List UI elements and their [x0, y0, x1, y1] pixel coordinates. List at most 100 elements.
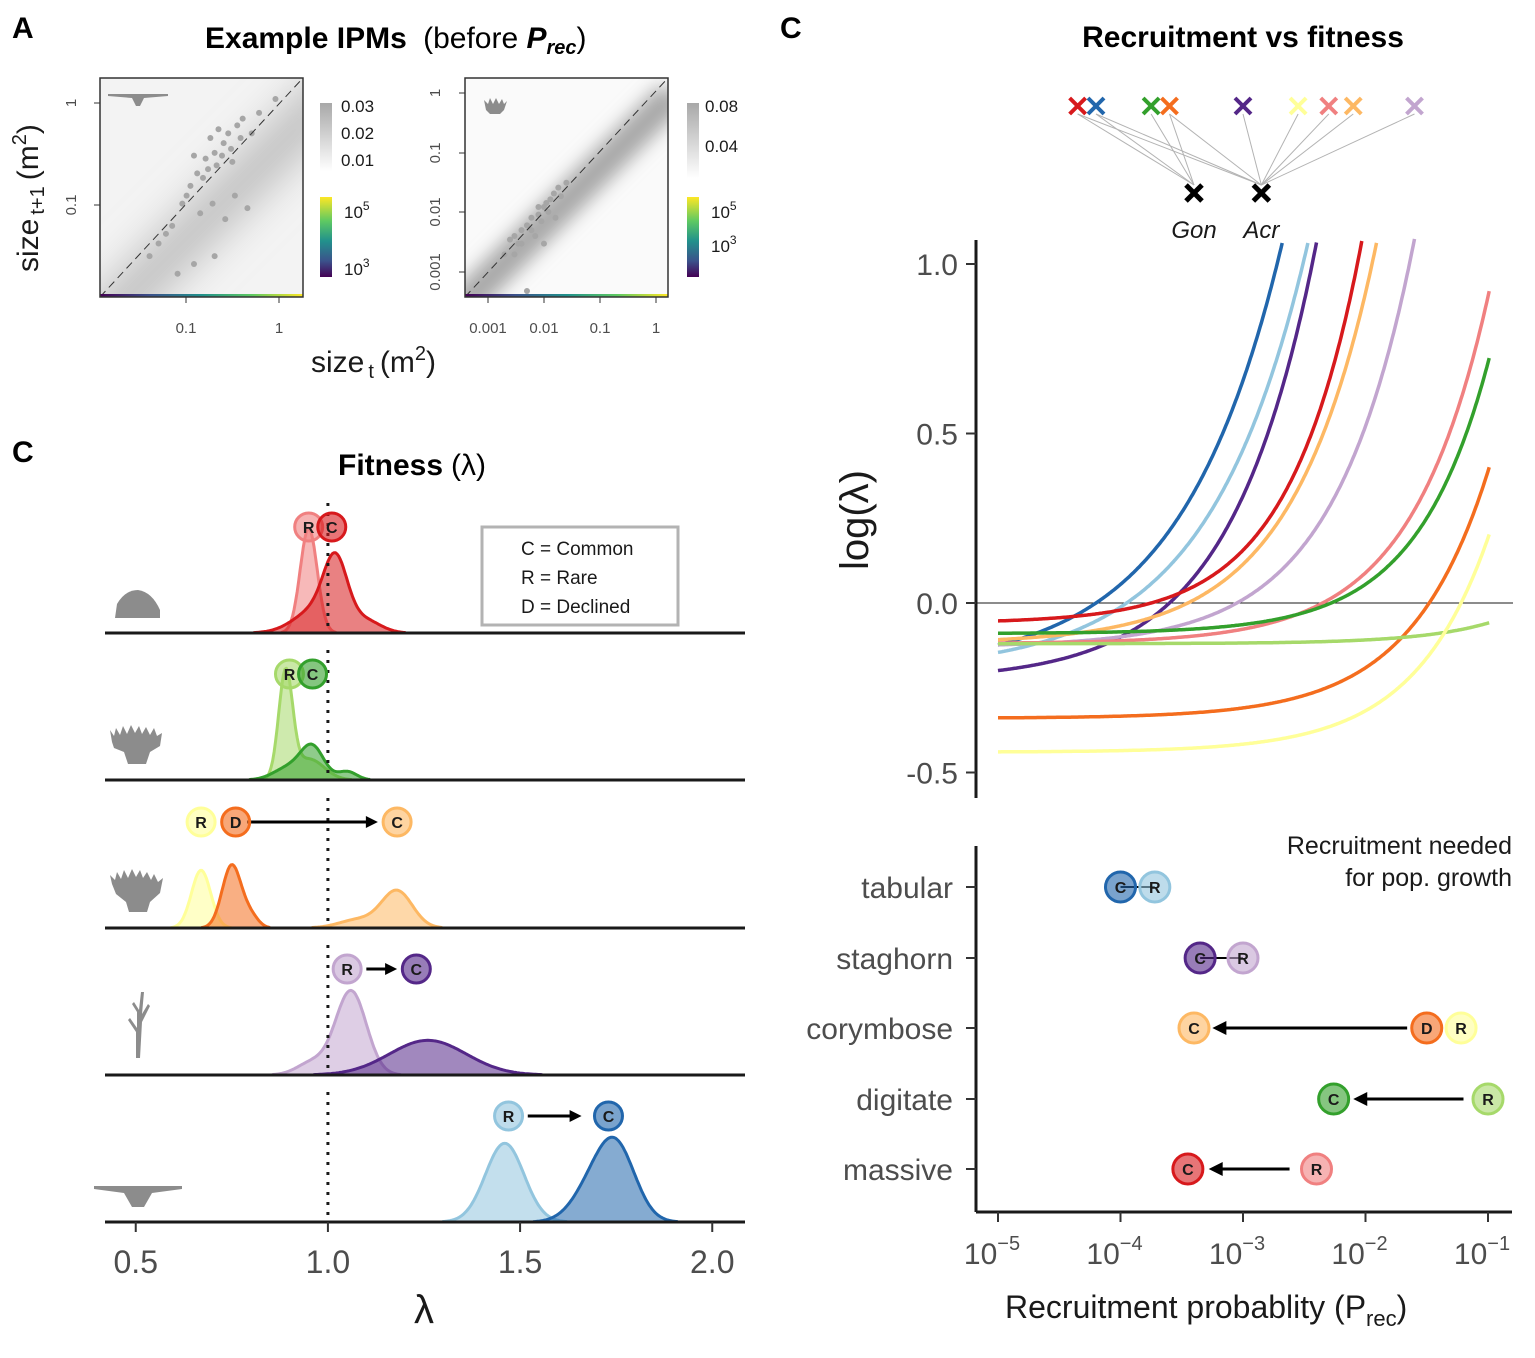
badge-label: C: [326, 520, 338, 537]
ipm-point: [169, 222, 176, 229]
badge-tabular-R: R: [493, 1100, 525, 1132]
needed-label: C: [1182, 1162, 1194, 1179]
staghorn-coral-icon: [128, 992, 150, 1058]
ipm-point: [550, 190, 557, 197]
cross-stroke-b: [1343, 96, 1363, 116]
badge-circle: [185, 806, 217, 838]
cross-link: [1095, 113, 1195, 186]
cross-tabular_common: [1086, 96, 1106, 116]
ipm-xlabel-unit: (m: [380, 346, 415, 379]
ipm-ylabel-close: ): [12, 124, 45, 134]
needed-circle: [1300, 1152, 1333, 1186]
ipm-right-ytick-2: 0.1: [427, 143, 444, 164]
needed-circle: [1183, 941, 1217, 975]
curve-corymbose_rare: [998, 533, 1491, 754]
cb-left-vir-1-exp: 3: [363, 256, 370, 270]
ipm-point: [256, 109, 263, 116]
curve-staghorn_common: [997, 242, 1319, 673]
massive-silhouette-icon: [108, 94, 168, 106]
curve-corymbose_common: [998, 242, 1379, 642]
ipm-left-ytick-0: 0.1: [63, 195, 80, 216]
ipm-point: [563, 179, 570, 186]
ipm-ylabel: size t+1 (m2): [9, 124, 49, 272]
needed-circle: [1226, 941, 1260, 975]
needed-point-corymbose-D: D: [1410, 1011, 1444, 1045]
needed-circle: [1317, 1082, 1351, 1116]
ipm-right-colorbar: 0.08 0.04 105 103: [687, 97, 738, 277]
needed-label: C: [1115, 880, 1127, 897]
recruitment-xlabel-close: ): [1397, 1289, 1408, 1325]
ipm-point: [511, 251, 518, 258]
panel-a-title-paren: (before: [423, 22, 526, 55]
ipm-point: [552, 214, 559, 221]
ipm-point: [547, 196, 554, 203]
legend-common: C = Common: [521, 539, 633, 560]
ipm-left-colorbar: 0.03 0.02 0.01 105 103: [320, 97, 374, 279]
fitness-xtick-label: 2.0: [690, 1244, 734, 1280]
ipm-point: [211, 253, 218, 260]
ipm-point: [155, 240, 162, 247]
ipm-point: [528, 214, 535, 221]
density-corymbose-D: [200, 863, 271, 930]
ipm-point: [528, 227, 535, 234]
panel-a-title-close: ): [577, 22, 587, 55]
fitness-xtick-label: 1.5: [498, 1244, 542, 1280]
genus-label: Gon: [1171, 217, 1216, 244]
badge-corymbose-D: D: [220, 806, 252, 838]
needed-circle: [1171, 1152, 1205, 1186]
badge-label: C: [307, 667, 319, 684]
ipm-ylabel-unit: (m: [12, 145, 45, 180]
badge-circle: [381, 806, 413, 838]
ipm-xlabel-sup: 2: [415, 343, 426, 365]
needed-point-tabular-R: R: [1138, 870, 1172, 904]
cross-stroke-b: [1086, 96, 1106, 116]
ipm-right-x-axis: 0.001 0.01 0.1 1: [469, 297, 660, 337]
cross-link: [1169, 113, 1262, 186]
cross-staghorn_rare: [1405, 96, 1424, 116]
fitness-title: Fitness (λ): [338, 449, 486, 482]
ipm-xlabel-main: size: [311, 346, 364, 379]
svg-text:103: 103: [344, 256, 370, 279]
recruitment-crosses: Gon Acr: [1068, 96, 1424, 244]
ipm-point: [225, 130, 232, 137]
cbot-xtick-label: 10−2: [1331, 1233, 1387, 1271]
cross-stroke-b: [1319, 96, 1339, 116]
ipm-point: [199, 174, 206, 181]
needed-circle: [1177, 1011, 1211, 1045]
curve-tabular_rare: [997, 242, 1310, 655]
legend-rare: R = Rare: [521, 568, 598, 589]
ipm-point: [555, 184, 562, 191]
svg-text:105: 105: [711, 199, 737, 222]
needed-label: C: [1328, 1092, 1340, 1109]
ipm-point: [215, 126, 222, 133]
ipm-point: [532, 233, 539, 240]
recruitment-y-axis: 1.0 0.5 0.0 -0.5: [906, 240, 978, 798]
badge-tabular-C: C: [592, 1100, 624, 1132]
needed-point-digitate-C: C: [1317, 1082, 1351, 1116]
cbot-category-label: massive: [843, 1154, 953, 1187]
ipm-point: [506, 236, 513, 243]
ipm-point: [207, 134, 214, 141]
needed-label: C: [1188, 1021, 1200, 1038]
cbot-xtick-exp: −5: [997, 1233, 1020, 1255]
cross-link: [1077, 113, 1195, 186]
needed-label: R: [1455, 1021, 1467, 1038]
ipm-right-ytick-0: 0.001: [427, 253, 444, 291]
cbot-xtick-exp: −4: [1120, 1233, 1143, 1255]
needed-point-digitate-R: R: [1471, 1082, 1505, 1116]
cbot-xtick-base: 10: [1086, 1238, 1119, 1271]
cross-link: [1077, 113, 1262, 186]
curve-massive_common: [998, 240, 1364, 623]
cross-staghorn_common: [1233, 96, 1253, 116]
ipm-point: [222, 216, 229, 223]
needed-label: R: [1311, 1162, 1323, 1179]
ipm-point: [234, 122, 241, 129]
cb-left-vir-1: 10: [344, 260, 363, 279]
ipm-left-points: [146, 95, 279, 277]
panel-letter-c: C: [780, 12, 802, 45]
ipm-point: [540, 240, 547, 247]
